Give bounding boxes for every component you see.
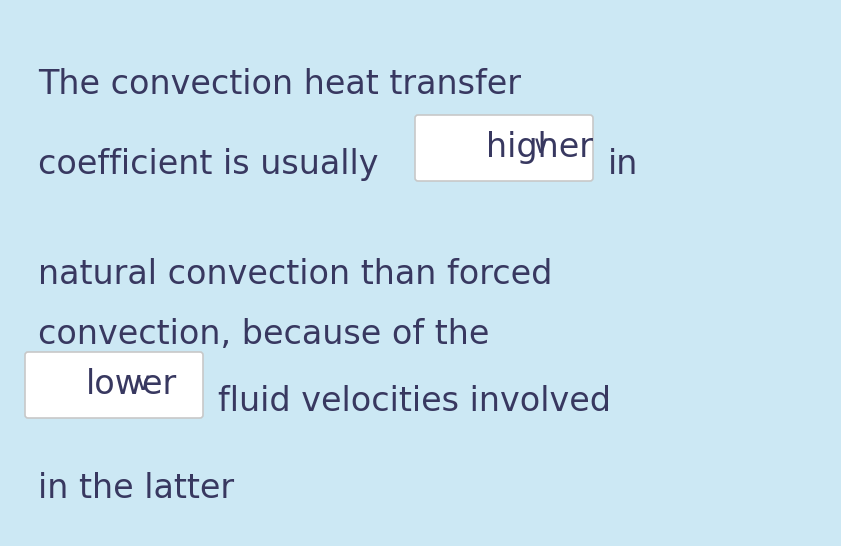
Text: fluid velocities involved: fluid velocities involved xyxy=(218,385,611,418)
Text: The convection heat transfer: The convection heat transfer xyxy=(38,68,521,101)
Text: coefficient is usually: coefficient is usually xyxy=(38,148,378,181)
FancyBboxPatch shape xyxy=(25,352,203,418)
Text: higher: higher xyxy=(486,132,593,164)
Text: lower: lower xyxy=(86,369,177,401)
Text: in the latter: in the latter xyxy=(38,472,234,505)
Text: ∨: ∨ xyxy=(532,134,550,158)
Text: in: in xyxy=(608,148,638,181)
FancyBboxPatch shape xyxy=(415,115,593,181)
Text: ∨: ∨ xyxy=(134,371,152,395)
Text: convection, because of the: convection, because of the xyxy=(38,318,489,351)
Text: natural convection than forced: natural convection than forced xyxy=(38,258,553,291)
